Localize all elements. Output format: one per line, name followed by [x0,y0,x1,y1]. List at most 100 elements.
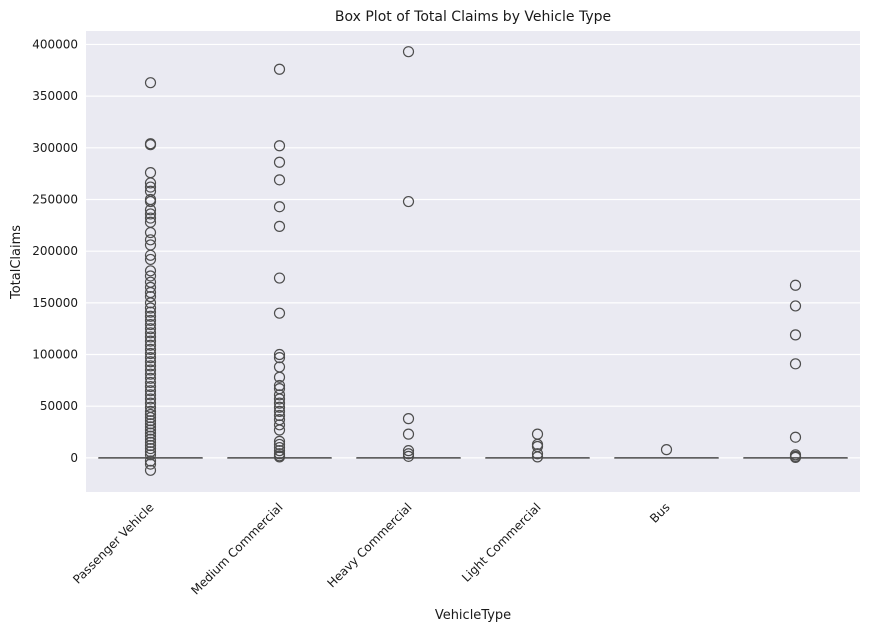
outlier-point [144,204,157,216]
outlier-point [144,446,157,458]
outlier-point [144,397,157,409]
outlier-point [144,212,157,224]
outlier-point [144,195,157,208]
outlier-point [144,265,157,277]
outlier-point [402,448,415,460]
y-tick-label: 50000 [40,399,78,413]
outlier-point [144,418,157,430]
outlier-point [144,297,157,309]
outlier-point [144,464,157,476]
outlier-point [144,314,157,327]
outlier-point [144,181,157,193]
outlier-point [273,272,286,284]
outlier-point [144,415,157,427]
outlier-point [273,405,286,417]
y-axis-label: TotalClaims [9,225,24,300]
outlier-point [144,139,157,151]
outlier-point [144,424,157,436]
y-tick-label: 150000 [32,296,78,310]
box-group [743,279,848,463]
outlier-point [273,348,286,361]
outlier-point [144,385,157,397]
y-tick-label: 400000 [32,37,78,51]
outlier-point [789,451,802,463]
outlier-point [144,347,157,360]
outlier-point [144,323,157,335]
y-tick-label: 200000 [32,244,78,258]
outlier-point [144,427,157,439]
outlier-point [144,318,157,331]
outlier-point [789,279,802,291]
outlier-point [273,419,286,431]
outlier-point [273,451,286,463]
x-tick-label: Light Commercial [459,500,544,585]
outlier-point [273,435,286,447]
outlier-point [789,329,802,341]
outlier-point [144,433,157,445]
box-group [485,428,590,463]
outlier-point [273,409,286,422]
outlier-point [144,253,157,266]
outlier-point [144,449,157,461]
outlier-point [144,310,157,322]
outlier-point [144,442,157,455]
boxes [98,46,848,476]
outlier-point [144,439,157,452]
outlier-point [144,389,157,401]
outlier-point [273,140,286,152]
y-axis-ticks: 0 50000 100000 150000 200000 250000 300000 3500… [32,37,78,464]
x-axis-ticks: Passenger Vehicle Medium Commercial Heavy … [70,500,672,597]
outlier-point [144,368,157,380]
outlier-point [144,376,157,389]
box-group [356,46,461,462]
outlier-point [273,156,286,168]
outlier-point [144,208,157,220]
outlier-point [273,220,286,232]
x-tick-label: Bus [647,500,673,526]
x-tick-label: Medium Commercial [188,500,285,597]
outlier-point [144,291,157,303]
outlier-point [273,397,286,409]
outlier-point [273,63,286,75]
outlier-point [144,335,157,347]
outlier-point [144,234,157,246]
outlier-point [144,249,157,261]
outlier-point [402,413,415,425]
outlier-point [144,455,157,467]
outlier-point [273,445,286,457]
outlier-point [144,306,157,318]
y-tick-label: 350000 [32,89,78,103]
outlier-point [144,436,157,448]
outlier-point [273,371,286,383]
outlier-point [273,401,286,413]
outlier-point [660,444,673,456]
outlier-point [144,302,157,314]
outlier-point [144,421,157,433]
outlier-point [144,281,157,293]
y-tick-label: 300000 [32,141,78,155]
outlier-point [144,226,157,239]
gridlines [86,43,860,459]
box-group [614,444,719,459]
outlier-point [402,445,415,457]
outlier-point [144,411,157,424]
outlier-point [144,352,157,364]
outlier-point [789,431,802,443]
outlier-point [144,393,157,405]
outlier-point [144,177,157,189]
outlier-point [273,441,286,454]
y-tick-label: 0 [70,451,78,465]
outlier-point [402,450,415,462]
x-axis-label: VehicleType [435,608,511,623]
outlier-point [531,448,544,460]
outlier-point [144,339,157,351]
box-group [227,63,332,463]
y-tick-label: 250000 [32,192,78,206]
outlier-point [144,364,157,376]
outlier-point [144,327,157,339]
outlier-point [144,430,157,442]
y-tick-label: 100000 [32,348,78,362]
outlier-point [402,195,415,208]
outlier-point [144,405,157,417]
outlier-point [531,451,544,463]
